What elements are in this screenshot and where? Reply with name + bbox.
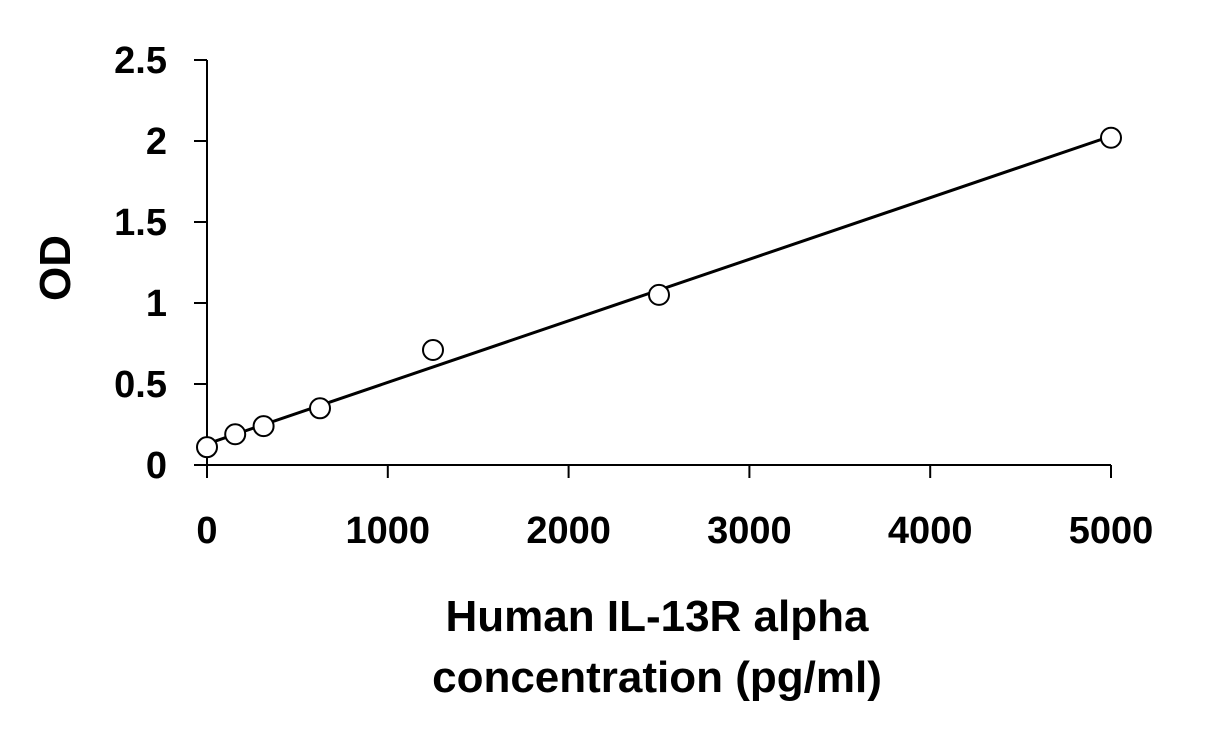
x-tick-label: 2000 xyxy=(526,510,611,552)
y-axis-title: OD xyxy=(31,235,80,301)
data-point xyxy=(224,423,247,446)
x-tick-label: 1000 xyxy=(346,510,431,552)
data-point xyxy=(309,397,331,420)
x-axis-title-line-1: Human IL-13R alpha xyxy=(446,592,869,641)
data-point xyxy=(1100,126,1122,149)
plot-area xyxy=(196,126,1122,459)
y-tick-label: 0 xyxy=(146,445,167,487)
data-point xyxy=(196,436,218,459)
y-tick-label: 1 xyxy=(146,283,167,325)
x-tick-label: 4000 xyxy=(888,510,973,552)
y-tick-label: 0.5 xyxy=(114,364,167,406)
data-point xyxy=(252,415,275,438)
data-point xyxy=(648,283,670,306)
y-axis: 0 0.5 1 1.5 2 2.5 xyxy=(114,40,208,487)
y-tick-label: 2 xyxy=(146,121,167,163)
x-axis-title-line-2: concentration (pg/ml) xyxy=(432,653,882,702)
data-point xyxy=(422,338,444,361)
x-tick-label: 0 xyxy=(196,510,217,552)
x-axis: 0 1000 2000 3000 4000 5000 xyxy=(196,464,1154,552)
y-tick-label: 1.5 xyxy=(114,202,167,244)
y-tick-label: 2.5 xyxy=(114,40,167,82)
x-tick-label: 5000 xyxy=(1069,510,1154,552)
x-tick-label: 3000 xyxy=(707,510,792,552)
